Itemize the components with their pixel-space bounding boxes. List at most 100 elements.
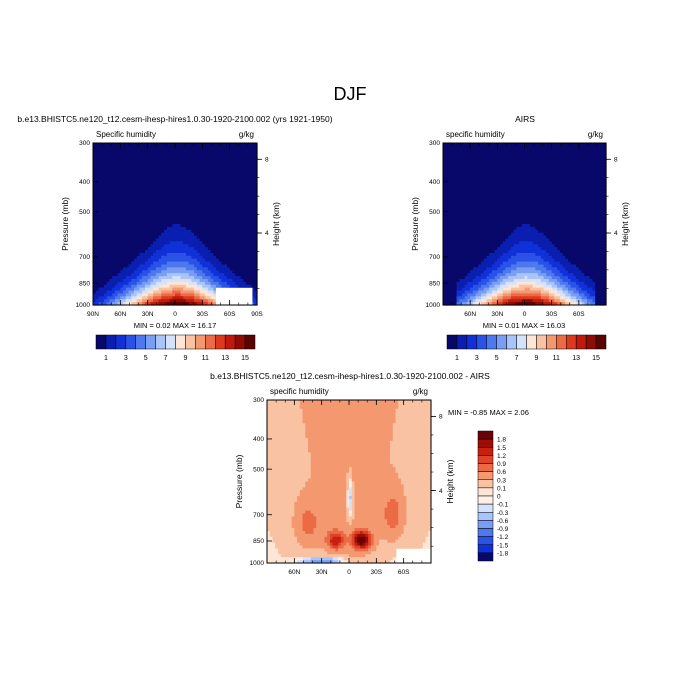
field-cell xyxy=(218,267,223,271)
field-cell xyxy=(246,224,250,228)
field-cell xyxy=(448,143,452,147)
field-cell xyxy=(210,247,214,251)
field-cell xyxy=(136,293,141,297)
field-cell xyxy=(221,209,225,214)
field-cell xyxy=(254,163,258,167)
field-cell xyxy=(161,302,165,306)
field-cell xyxy=(172,267,176,271)
field-cell xyxy=(153,261,157,266)
field-cell xyxy=(254,218,258,222)
field-cell xyxy=(134,247,138,251)
field-cell xyxy=(207,160,212,164)
field-cell xyxy=(562,166,566,170)
field-cell xyxy=(109,174,113,179)
field-cell xyxy=(123,255,127,260)
field-cell xyxy=(205,148,209,153)
field-cell xyxy=(535,160,539,164)
field-cell xyxy=(185,143,190,147)
field-cell xyxy=(229,224,233,228)
field-cell xyxy=(486,180,490,185)
field-cell xyxy=(180,232,184,237)
field-cell xyxy=(169,235,173,240)
field-cell xyxy=(175,209,179,214)
field-cell xyxy=(597,160,602,164)
field-cell xyxy=(603,189,607,193)
field-cell xyxy=(199,241,203,245)
field-cell xyxy=(194,166,198,170)
field-cell xyxy=(559,169,564,173)
field-cell xyxy=(600,157,604,161)
field-cell xyxy=(510,174,515,179)
field-cell xyxy=(180,209,184,214)
field-cell xyxy=(103,145,108,150)
field-cell xyxy=(205,166,209,170)
field-cell xyxy=(139,255,143,260)
field-cell xyxy=(205,299,209,303)
field-cell xyxy=(95,238,100,242)
field-cell xyxy=(248,157,253,161)
field-cell xyxy=(128,258,132,263)
field-cell xyxy=(103,258,108,263)
field-cell xyxy=(188,270,192,274)
field-cell xyxy=(497,166,501,170)
field-cell xyxy=(112,148,116,153)
field-cell xyxy=(243,270,247,274)
field-cell xyxy=(481,157,485,161)
field-cell xyxy=(101,264,105,268)
field-cell xyxy=(125,145,130,150)
field-cell xyxy=(516,183,520,187)
field-cell xyxy=(207,244,212,248)
field-cell xyxy=(106,163,110,167)
field-cell xyxy=(128,195,132,199)
field-cell xyxy=(481,151,485,156)
field-cell xyxy=(218,247,223,251)
field-cell xyxy=(216,276,220,280)
field-cell xyxy=(95,160,100,164)
field-cell xyxy=(548,166,553,170)
field-cell xyxy=(586,189,591,193)
field-cell xyxy=(538,189,542,193)
field-cell xyxy=(472,151,477,156)
field-cell xyxy=(467,192,471,196)
field-cell xyxy=(481,177,485,182)
field-cell xyxy=(166,189,171,193)
field-cell xyxy=(175,244,179,248)
field-cell xyxy=(142,200,146,205)
field-cell xyxy=(519,186,523,190)
field-cell xyxy=(229,270,233,274)
field-cell xyxy=(147,278,151,283)
field-cell xyxy=(95,293,100,297)
field-cell xyxy=(235,169,239,173)
field-cell xyxy=(128,287,132,292)
field-cell xyxy=(218,255,223,260)
field-cell xyxy=(224,238,228,242)
field-cell xyxy=(117,252,121,257)
field-cell xyxy=(565,160,569,164)
field-cell xyxy=(177,145,182,150)
field-cell xyxy=(554,151,558,156)
field-cell xyxy=(470,183,474,187)
field-cell xyxy=(207,169,212,173)
field-cell xyxy=(112,206,116,211)
field-cell xyxy=(254,293,258,297)
field-cell xyxy=(166,226,171,231)
field-cell xyxy=(144,215,149,219)
field-cell xyxy=(543,192,547,196)
field-cell xyxy=(125,290,130,295)
field-cell xyxy=(232,212,236,216)
field-cell xyxy=(172,284,176,289)
field-cell xyxy=(164,215,168,219)
field-cell xyxy=(508,195,512,199)
field-cell xyxy=(226,224,231,228)
field-cell xyxy=(109,200,113,205)
field-cell xyxy=(213,157,217,161)
field-cell xyxy=(153,195,157,199)
field-cell xyxy=(131,267,135,271)
field-cell xyxy=(117,235,121,240)
field-cell xyxy=(185,221,190,225)
field-cell xyxy=(445,163,450,167)
field-cell xyxy=(134,293,138,297)
field-cell xyxy=(161,278,165,283)
field-cell xyxy=(147,232,151,237)
field-cell xyxy=(600,183,604,187)
